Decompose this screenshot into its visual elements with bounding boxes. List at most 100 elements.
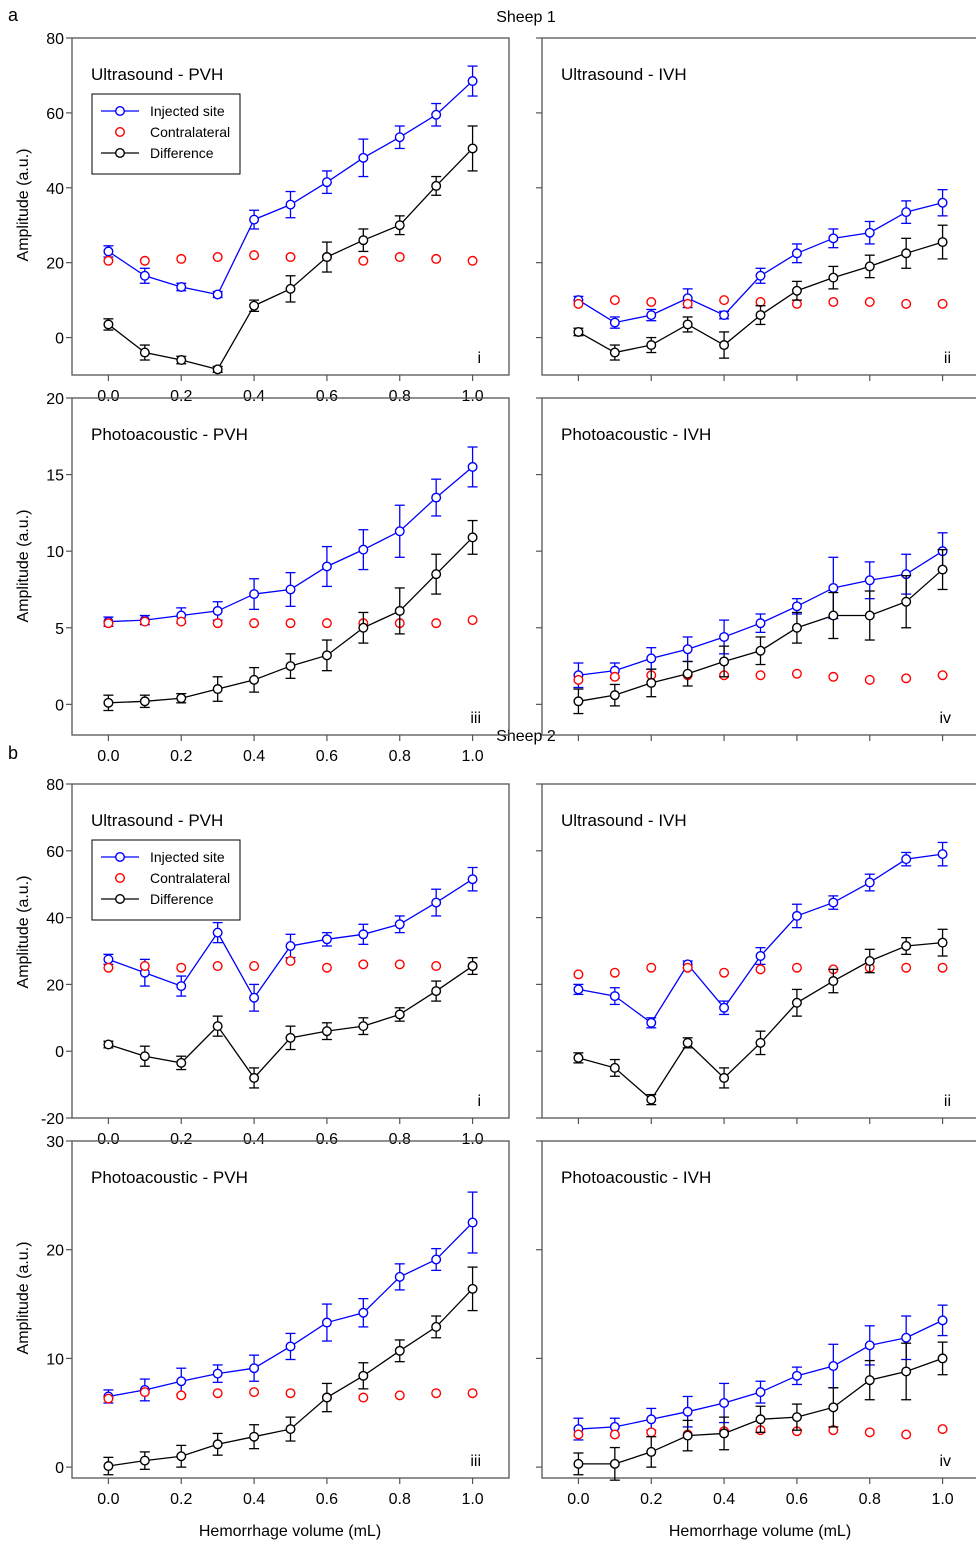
data-point-contralateral (937, 298, 948, 309)
data-point-difference (682, 319, 693, 330)
plot-frame (541, 1140, 976, 1479)
subplot-title: Ultrasound - PVH (91, 811, 223, 830)
data-point-difference (719, 1428, 730, 1439)
plot-frame (71, 783, 510, 1119)
subplot-title: Ultrasound - IVH (561, 811, 687, 830)
data-point-difference (139, 1051, 150, 1062)
data-point-injected (431, 109, 442, 120)
series-contralateral (103, 956, 478, 973)
series-difference (103, 519, 478, 712)
data-point-contralateral (755, 964, 766, 975)
data-point-injected (249, 992, 260, 1003)
x-tick-label: 0.2 (640, 1491, 662, 1508)
data-point-difference (467, 143, 478, 154)
chart-sheep2-ultrasound-ivh: Ultrasound - IVH ii (536, 783, 976, 1124)
x-tick-label: 0.4 (243, 388, 265, 405)
legend-label: Contralateral (150, 870, 230, 886)
x-tick-label: 0.6 (316, 388, 338, 405)
data-point-contralateral (176, 253, 187, 264)
panel-a-letter: a (8, 5, 19, 25)
y-tick-label: 80 (46, 31, 64, 48)
data-point-contralateral (431, 618, 442, 629)
data-point-injected (755, 270, 766, 281)
data-point-contralateral (321, 962, 332, 973)
series-difference (103, 1266, 478, 1476)
data-point-contralateral (103, 618, 114, 629)
panel-b-letter: b (8, 743, 18, 763)
data-point-contralateral (937, 962, 948, 973)
x-tick-label: 0.0 (97, 388, 119, 405)
data-point-injected (791, 248, 802, 259)
data-point-injected (467, 874, 478, 885)
data-point-contralateral (828, 296, 839, 307)
data-point-difference (103, 1039, 114, 1050)
y-tick-label: 15 (46, 468, 64, 485)
data-point-contralateral (791, 298, 802, 309)
data-point-injected (646, 310, 657, 321)
x-tick-label: 0.8 (389, 748, 411, 765)
y-tick-label: 10 (46, 1351, 64, 1368)
x-tick-label: 0.4 (713, 1491, 735, 1508)
data-point-contralateral (394, 959, 405, 970)
data-point-contralateral (176, 616, 187, 627)
data-point-difference (573, 326, 584, 337)
data-point-difference (212, 1439, 223, 1450)
series-contralateral (103, 1387, 478, 1404)
data-point-injected (212, 1368, 223, 1379)
data-point-difference (467, 532, 478, 543)
data-point-injected (249, 214, 260, 225)
data-point-difference (249, 300, 260, 311)
x-tick-label: 0.6 (316, 1491, 338, 1508)
data-point-difference (394, 605, 405, 616)
data-point-contralateral (212, 961, 223, 972)
data-point-injected (358, 1307, 369, 1318)
data-point-contralateral (864, 1427, 875, 1438)
x-tick-label: 0.4 (243, 748, 265, 765)
legend-marker (114, 126, 125, 137)
data-point-difference (937, 937, 948, 948)
y-tick-label: 20 (46, 256, 64, 273)
series-contralateral (573, 668, 948, 685)
data-point-difference (937, 564, 948, 575)
legend-marker (114, 873, 125, 884)
data-point-contralateral (249, 250, 260, 261)
panel-a-title: Sheep 1 (496, 9, 556, 26)
data-point-contralateral (103, 962, 114, 973)
data-point-injected (103, 954, 114, 965)
data-point-injected (609, 991, 620, 1002)
data-point-difference (467, 961, 478, 972)
data-point-contralateral (285, 618, 296, 629)
data-point-contralateral (103, 255, 114, 266)
x-tick-label: 0.6 (786, 1491, 808, 1508)
data-point-difference (828, 1402, 839, 1413)
series-line-difference (108, 965, 473, 1079)
data-point-injected (212, 927, 223, 938)
data-point-contralateral (646, 962, 657, 973)
data-point-difference (901, 596, 912, 607)
data-point-contralateral (103, 1393, 114, 1404)
data-point-contralateral (719, 295, 730, 306)
chart-sheep1-photoacoustic-pvh: 0 5 10 15 20 0.0 0.2 0.4 0.6 0.8 1.0 Photoacoustic … (46, 391, 510, 765)
data-point-difference (682, 668, 693, 679)
y-tick-label: 40 (46, 911, 64, 928)
data-point-difference (791, 997, 802, 1008)
chart-sheep1-ultrasound-ivh: Ultrasound - IVH ii (536, 37, 976, 381)
data-point-injected (719, 1397, 730, 1408)
data-point-difference (321, 1026, 332, 1037)
series-injected (573, 1304, 948, 1441)
data-point-injected (176, 1376, 187, 1387)
x-tick-label: 0.0 (97, 1131, 119, 1148)
data-point-contralateral (755, 670, 766, 681)
legend-label: Difference (150, 145, 214, 161)
data-point-contralateral (609, 1429, 620, 1440)
series-difference (573, 224, 948, 361)
data-point-difference (791, 285, 802, 296)
x-tick-label: 0.6 (316, 1131, 338, 1148)
y-tick-label: 0 (55, 1460, 64, 1477)
data-point-difference (573, 1458, 584, 1469)
data-point-injected (901, 854, 912, 865)
data-point-contralateral (431, 253, 442, 264)
data-point-injected (828, 897, 839, 908)
data-point-difference (755, 1037, 766, 1048)
